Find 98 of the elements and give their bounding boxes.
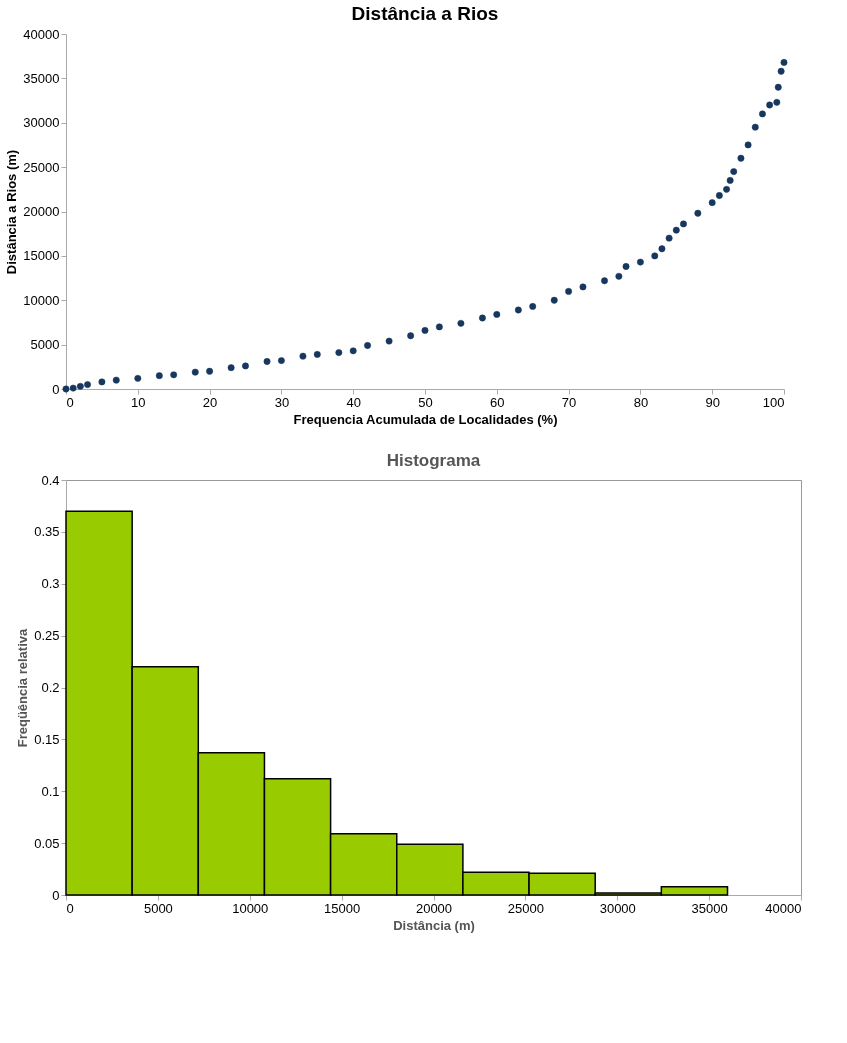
point [313, 350, 321, 358]
x-tick-label: 80 [633, 394, 649, 410]
point [622, 263, 630, 270]
x-tick-label: 30 [274, 394, 290, 410]
point [479, 314, 486, 322]
point [155, 372, 163, 380]
point [191, 368, 199, 376]
y-tick-label: 0 [52, 887, 60, 903]
y-tick-label: 25000 [23, 159, 60, 175]
point [170, 371, 178, 379]
x-tick-label: 0 [66, 394, 74, 410]
point [708, 199, 716, 207]
y-tick-label: 30000 [23, 115, 60, 131]
point [730, 168, 738, 175]
y-tick-label: 40000 [23, 26, 60, 42]
point [744, 141, 752, 149]
y-tick-label: 15000 [23, 248, 60, 264]
point [651, 252, 659, 260]
point [751, 123, 759, 131]
x-tick-label: 10 [131, 394, 146, 410]
y-tick-label: 10000 [23, 292, 60, 308]
x-tick-label: 15000 [324, 900, 361, 916]
chart-title: Distância a Rios [351, 3, 499, 24]
point [407, 332, 415, 340]
point [579, 283, 587, 291]
point [780, 58, 788, 66]
point [421, 327, 429, 334]
point [550, 296, 558, 304]
point [98, 378, 106, 386]
x-tick-label: 40000 [765, 900, 802, 916]
y-tick-label: 0.2 [41, 680, 60, 695]
x-tick-label: 20 [202, 394, 218, 410]
x-tick-label: 60 [490, 394, 505, 410]
point [227, 364, 235, 372]
y-axis-title: Freqüência relativa [15, 627, 31, 748]
x-tick-label: 25000 [507, 900, 544, 916]
point [364, 342, 371, 349]
point [665, 234, 673, 242]
y-tick-label: 0.4 [41, 472, 60, 488]
point [514, 306, 522, 314]
point [766, 101, 774, 109]
point [457, 319, 465, 327]
point [773, 98, 781, 106]
x-tick-label: 100 [762, 394, 785, 410]
x-tick-label: 40 [346, 394, 361, 410]
point [529, 303, 537, 310]
point [435, 323, 443, 331]
x-axis-title: Distância (m) [393, 917, 475, 933]
point [737, 154, 745, 162]
point [299, 352, 307, 360]
point [658, 245, 666, 253]
point [134, 374, 142, 382]
y-tick-label: 35000 [23, 70, 60, 86]
point [493, 311, 501, 318]
point [636, 258, 644, 266]
x-tick-label: 20000 [415, 900, 453, 916]
point [680, 220, 687, 228]
y-axis-title: Distância a Rios (m) [4, 149, 20, 275]
y-tick-label: 0.1 [41, 783, 60, 799]
point [726, 177, 734, 184]
point [349, 347, 357, 355]
point [112, 376, 120, 384]
x-tick-label: 10000 [232, 900, 269, 916]
point [335, 349, 343, 357]
x-tick-label: 90 [705, 394, 720, 410]
point [565, 287, 573, 295]
point [206, 367, 214, 375]
chart-title: Histograma [386, 451, 481, 470]
point [242, 362, 249, 370]
point [601, 277, 608, 285]
point [777, 67, 785, 75]
y-tick-label: 20000 [23, 204, 60, 219]
point [84, 381, 91, 388]
x-tick-label: 5000 [143, 900, 173, 916]
point [76, 382, 84, 390]
y-tick-label: 0.3 [41, 576, 60, 592]
x-axis-title: Frequencia Acumulada de Localidades (%) [293, 411, 558, 427]
point [774, 83, 782, 91]
y-tick-label: 0.25 [34, 628, 60, 644]
point [694, 209, 702, 217]
point [759, 110, 766, 118]
point [672, 226, 680, 234]
x-tick-label: 35000 [691, 900, 728, 916]
y-tick-label: 0.05 [34, 835, 60, 851]
point [277, 357, 285, 365]
point [715, 192, 723, 199]
x-tick-label: 50 [418, 394, 433, 410]
point [385, 337, 393, 345]
point [723, 185, 730, 193]
y-tick-label: 5000 [30, 337, 60, 353]
y-tick-label: 0.35 [34, 524, 60, 540]
x-tick-label: 70 [561, 394, 577, 410]
x-tick-label: 30000 [599, 900, 636, 916]
y-tick-label: 0.15 [34, 731, 60, 747]
point [615, 272, 623, 280]
x-tick-label: 0 [66, 900, 74, 916]
point [263, 358, 271, 365]
y-tick-label: 0 [52, 381, 60, 397]
